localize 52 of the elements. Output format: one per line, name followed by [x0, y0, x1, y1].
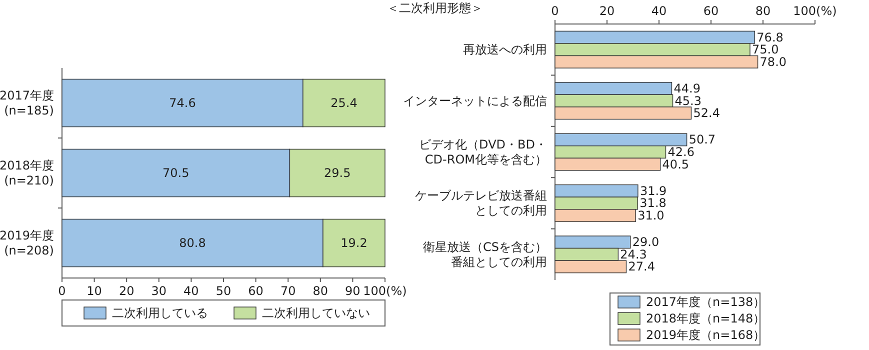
y-tick-label: インターネットによる配信	[403, 94, 547, 108]
data-label: 25.4	[330, 96, 358, 110]
legend-label: 2017年度（n=138）	[646, 295, 766, 309]
x-tick-label: 80	[755, 4, 771, 18]
y-tick-label: ケーブルテレビ放送番組としての利用	[415, 188, 547, 218]
legend-label: 二次利用していない	[262, 306, 370, 320]
x-tick-label: 70	[280, 284, 296, 298]
x-tick-label: 0	[551, 4, 559, 18]
data-label: 40.5	[662, 157, 690, 172]
legend-label: 二次利用している	[112, 306, 208, 320]
y-tick-label: 再放送への利用	[463, 42, 547, 57]
data-label: 80.8	[179, 236, 206, 250]
legend-label: 2018年度（n=148）	[646, 312, 766, 326]
x-tick-label: 40	[651, 4, 667, 18]
data-label: 31.9	[640, 184, 667, 198]
data-label: 29.0	[632, 235, 660, 250]
x-tick-label: 80	[312, 284, 328, 298]
y-tick-label: 2017年度 (n=185)	[0, 88, 54, 118]
data-label: 76.8	[756, 30, 784, 44]
data-label: 24.3	[620, 247, 647, 262]
x-tick-label: 100(%)	[363, 284, 407, 298]
x-tick-label: 50	[216, 284, 232, 298]
y-tick-label: 衛星放送（CSを含む）番組としての利用	[423, 240, 547, 269]
legend-label: 2019年度（n=168）	[646, 328, 766, 342]
data-label: 78.0	[760, 54, 787, 69]
data-label: 27.4	[628, 260, 655, 274]
x-tick-label: 20	[118, 284, 134, 298]
data-label: 19.2	[340, 236, 368, 250]
x-tick-label: 60	[703, 4, 719, 18]
x-tick-label: 100(%)	[793, 4, 837, 18]
x-tick-label: 10	[86, 284, 102, 298]
data-label: 45.3	[674, 94, 702, 108]
text: ＜二次利用形態＞	[387, 1, 483, 15]
x-tick-label: 30	[151, 284, 167, 298]
x-tick-label: 60	[248, 284, 264, 298]
data-label: 75.0	[752, 42, 779, 57]
data-label: 44.9	[674, 82, 700, 96]
x-tick-label: 0	[58, 284, 66, 298]
data-label: 50.7	[688, 132, 716, 147]
y-tick-label: 2019年度 (n=208)	[0, 228, 54, 258]
data-label: 70.5	[162, 166, 190, 180]
y-tick-label: 2018年度 (n=210)	[0, 158, 54, 188]
data-label: 42.6	[668, 145, 694, 159]
y-tick-label: ビデオ化（DVD・BD・ CD-ROM化等を含む）	[419, 138, 547, 166]
data-label: 74.6	[169, 96, 196, 110]
data-label: 31.8	[640, 196, 666, 210]
x-tick-label: 40	[184, 284, 199, 298]
data-label: 29.5	[324, 166, 351, 180]
x-tick-label: 20	[599, 4, 615, 18]
data-label: 31.0	[638, 208, 664, 222]
x-tick-label: 90	[345, 284, 360, 298]
data-label: 52.4	[693, 106, 720, 120]
